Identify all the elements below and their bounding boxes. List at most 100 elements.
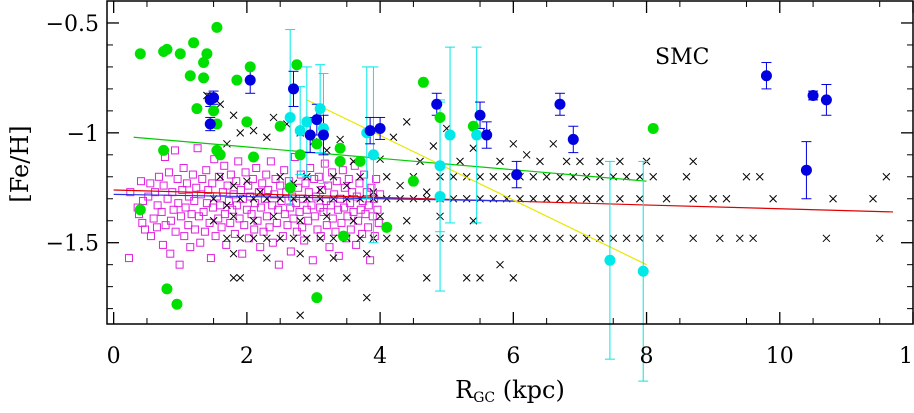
cross-stroke [476,234,484,243]
cross-stroke [875,234,884,243]
green-point [191,103,203,115]
cross-stroke [289,234,298,243]
cross-stroke [582,172,591,181]
black-cross-marker [396,181,404,190]
magenta-square-marker [174,199,183,208]
black-cross-marker [216,100,225,109]
green-point [354,155,366,167]
black-cross-marker [462,194,471,203]
black-cross-marker [229,212,238,221]
cross-stroke [442,124,451,133]
black-cross-marker [396,234,404,243]
green-point [334,142,346,154]
cyan-point [314,103,326,115]
black-cross-marker [616,194,624,203]
magenta-square-marker [337,218,346,227]
cyan-point [604,254,616,266]
x-tick-label: 2 [240,344,254,369]
green-point [294,149,306,161]
magenta-square-marker [283,221,292,230]
black-cross-marker [263,234,271,243]
black-cross-marker [276,194,285,203]
cross-stroke [342,181,351,190]
black-cross-marker [449,194,458,203]
green-point [201,48,213,60]
magenta-square-marker [200,227,209,236]
black-cross-marker [622,234,631,243]
black-cross-marker [236,274,245,282]
cross-stroke [742,172,751,181]
magenta-square-marker [372,174,381,183]
black-cross-marker [662,194,671,203]
cross-stroke [216,172,225,181]
magenta-square-marker [368,212,377,221]
fit-line [113,193,514,202]
magenta-square-marker [348,188,357,197]
blue-point [244,74,256,86]
cross-stroke [829,194,837,203]
cross-stroke [616,157,624,166]
magenta-square-marker [230,229,239,238]
blue-point [364,125,376,137]
magenta-square-marker [262,212,271,221]
green-point [647,122,659,134]
cross-stroke [489,234,498,243]
black-cross-marker [223,201,231,210]
cross-stroke [249,126,258,135]
black-cross-marker [569,194,578,203]
green-point [198,72,210,84]
cross-stroke [236,274,245,282]
black-cross-marker [536,157,544,166]
magenta-square-marker [256,243,265,252]
black-cross-marker [582,172,591,181]
magenta-square-marker [226,170,235,179]
magenta-square-marker [238,249,247,258]
ticks-layer: 0 2 4 6 8 10 12 −0.5 −1 −1.5 [46,1,914,369]
green-point [334,155,346,167]
black-cross-marker [329,172,338,181]
black-cross-marker [249,234,258,243]
blue-point [204,94,216,106]
cross-stroke [636,234,644,243]
cross-stroke [649,172,658,181]
magenta-square-marker [224,196,233,205]
magenta-square-marker [208,179,217,188]
blue-point [800,164,812,176]
cross-stroke [476,172,484,181]
magenta-square-marker [194,212,203,221]
black-cross-marker [689,234,698,243]
cross-stroke [476,194,484,203]
magenta-square-marker [166,249,175,258]
black-cross-marker [356,234,364,243]
green-point [134,48,146,60]
blue-point [807,89,819,101]
magenta-square-marker [214,214,223,223]
cross-stroke [296,216,305,225]
magenta-square-marker [150,188,159,197]
blue-point [474,109,486,121]
cross-stroke [276,172,285,181]
black-cross-marker [596,157,604,166]
black-cross-marker [829,194,837,203]
green-point [188,37,200,49]
black-cross-marker [822,234,831,243]
black-cross-marker [596,194,604,203]
magenta-square-marker [176,212,185,221]
magenta-square-marker [340,203,349,212]
magenta-square-marker [332,177,341,186]
black-cross-marker [409,234,418,243]
black-cross-marker [529,194,538,203]
black-cross-marker [229,274,238,282]
cross-stroke [536,157,544,166]
cross-stroke [263,234,271,243]
black-cross-marker [316,274,325,282]
magenta-square-marker [205,218,214,227]
cross-stroke [389,133,398,142]
black-cross-marker [396,254,404,262]
black-cross-marker [582,194,591,203]
magenta-square-marker [252,163,261,172]
cross-stroke [516,234,524,243]
cross-stroke [489,172,498,181]
black-cross-marker [682,172,691,181]
green-point [171,298,183,310]
